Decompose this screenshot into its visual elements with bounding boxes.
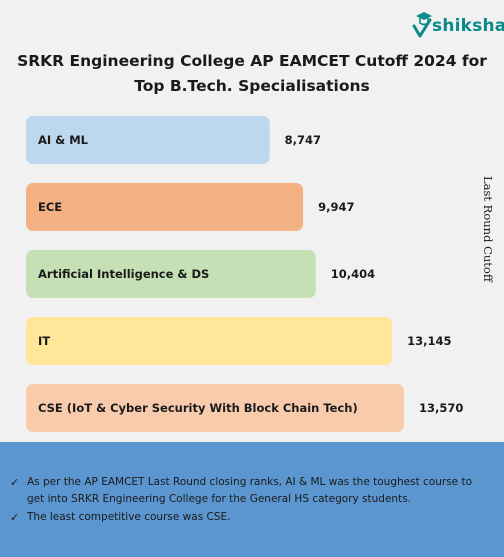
chart-title: SRKR Engineering College AP EAMCET Cutof…: [17, 52, 487, 95]
y-axis-label-text: Last Round Cutoff: [481, 176, 495, 283]
note-text: The least competitive course was CSE.: [27, 511, 231, 523]
bar: [26, 384, 404, 432]
value-label: 13,570: [419, 401, 463, 415]
category-label: ECE: [38, 200, 62, 214]
bar: [26, 250, 316, 298]
bar: [26, 116, 270, 164]
category-label: AI & ML: [38, 133, 89, 147]
category-label: IT: [38, 334, 50, 348]
bar-chart: AI & ML 8,747 ECE 9,947 Artificial Intellige…: [26, 116, 463, 432]
bar: [26, 183, 304, 231]
y-axis-label: Last Round Cutoff: [481, 176, 495, 283]
brand-name: shiksha: [432, 16, 504, 36]
value-label: 9,947: [318, 200, 354, 214]
bar-group: Artificial Intelligence & DS 10,404: [26, 250, 375, 298]
value-label: 13,145: [407, 334, 451, 348]
check-icon: ✓: [10, 511, 20, 524]
bar-group: IT 13,145: [26, 317, 452, 365]
value-label: 10,404: [331, 267, 375, 281]
bar-group: ECE 9,947: [26, 183, 354, 231]
note-item: ✓ As per the AP EAMCET Last Round closin…: [10, 474, 488, 508]
check-icon: ✓: [10, 476, 20, 489]
note-item: ✓ The least competitive course was CSE.: [10, 509, 488, 526]
bar-group: CSE (IoT & Cyber Security With Block Cha…: [26, 384, 463, 432]
bar: [26, 317, 393, 365]
value-label: 8,747: [285, 133, 321, 147]
category-label: Artificial Intelligence & DS: [38, 267, 209, 281]
bar-group: AI & ML 8,747: [26, 116, 321, 164]
category-label: CSE (IoT & Cyber Security With Block Cha…: [38, 401, 358, 415]
shiksha-logo-icon: [412, 12, 432, 38]
note-text: As per the AP EAMCET Last Round closing …: [27, 476, 473, 505]
notes-panel: ✓ As per the AP EAMCET Last Round closin…: [0, 442, 504, 557]
